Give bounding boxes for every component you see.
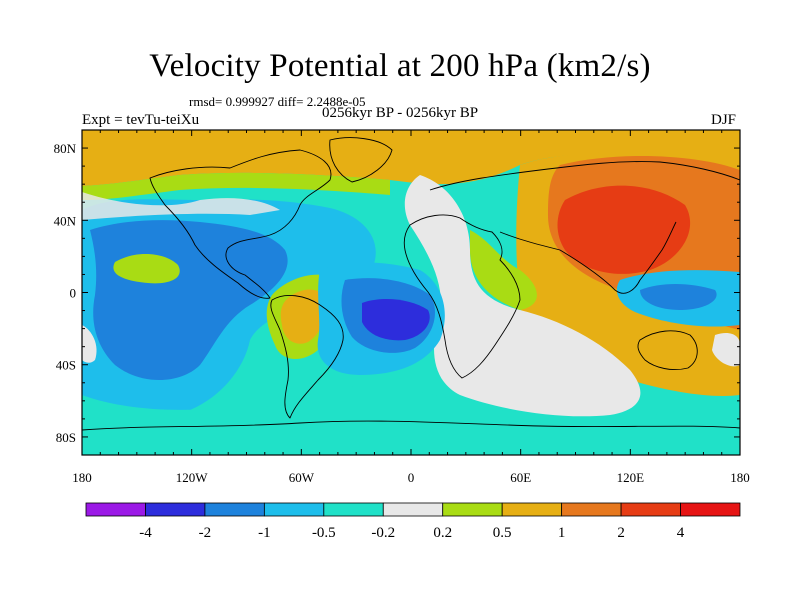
lon-tick-label: 180 <box>730 470 750 485</box>
period-label: 0256kyr BP - 0256kyr BP <box>322 105 479 121</box>
longitude-labels: 180 120W 60W 0 60E 120E 180 <box>72 470 750 485</box>
lat-tick-label: 40S <box>56 358 76 373</box>
colorbar-swatch <box>323 502 384 517</box>
colorbar-swatch <box>145 502 206 517</box>
colorbar-swatch <box>263 502 325 517</box>
colorbar-swatch <box>85 502 146 517</box>
colorbar-label: -1 <box>258 525 271 541</box>
stats-label: rmsd= 0.999927 diff= 2.2488e-05 <box>189 94 366 109</box>
colorbar-label: -0.2 <box>371 525 395 541</box>
colorbar-swatch <box>561 502 622 517</box>
lat-tick-label: 80S <box>56 430 76 445</box>
lat-tick-label: 0 <box>70 286 77 301</box>
velocity-potential-field <box>82 130 740 455</box>
colorbar: -4 -2 -1 -0.5 -0.2 0.2 0.5 1 2 4 <box>85 502 741 541</box>
colorbar-swatch <box>680 502 741 517</box>
coastlines <box>82 137 740 431</box>
lat-tick-label: 40N <box>54 213 77 228</box>
colorbar-label: -0.5 <box>312 525 336 541</box>
colorbar-label: 0.5 <box>493 525 512 541</box>
colorbar-swatch <box>382 502 444 517</box>
lon-tick-label: 120W <box>176 470 209 485</box>
season-label: DJF <box>711 112 737 128</box>
lon-tick-label: 120E <box>617 470 645 485</box>
colorbar-label: -4 <box>139 525 152 541</box>
colorbar-swatch <box>442 502 503 517</box>
colorbar-label: 1 <box>558 525 566 541</box>
colorbar-label: 0.2 <box>433 525 452 541</box>
colorbar-label: 2 <box>617 525 625 541</box>
axis-ticks <box>81 130 741 455</box>
colorbar-swatch <box>501 502 563 517</box>
colorbar-label: -2 <box>199 525 212 541</box>
lon-tick-label: 0 <box>408 470 415 485</box>
lon-tick-label: 180 <box>72 470 92 485</box>
lat-tick-label: 80N <box>54 141 77 156</box>
colorbar-swatch <box>620 502 681 517</box>
lon-tick-label: 60E <box>510 470 531 485</box>
latitude-labels: 80N 40N 0 40S 80S <box>54 141 77 445</box>
lon-tick-label: 60W <box>289 470 315 485</box>
experiment-label: Expt = tevTu-teiXu <box>82 112 200 128</box>
colorbar-label: 4 <box>677 525 685 541</box>
plot-title: Velocity Potential at 200 hPa (km2/s) <box>149 48 651 84</box>
colorbar-swatch <box>204 502 265 517</box>
